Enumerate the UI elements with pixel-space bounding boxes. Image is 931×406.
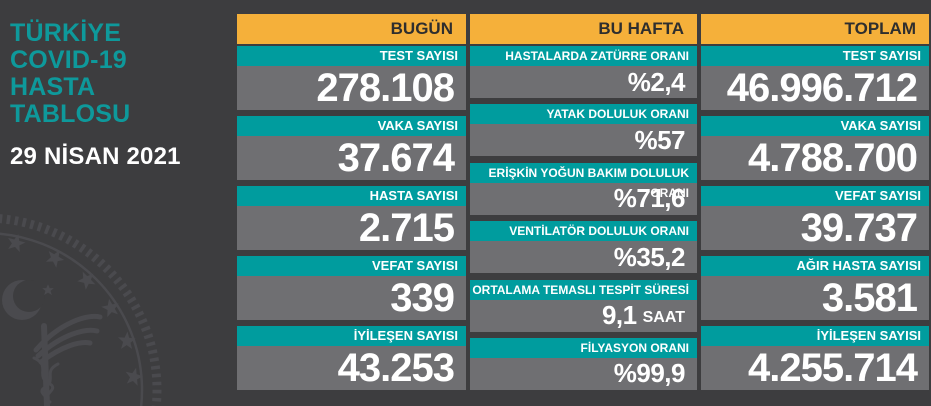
column-this-week: BU HAFTA HASTALARDA ZATÜRRE ORANI %2,4 Y…	[470, 14, 697, 390]
stat-value: 43.253	[237, 346, 466, 390]
stat-value: %57	[470, 124, 697, 157]
stat-card-death-today: VEFAT SAYISI 339	[237, 256, 466, 320]
stat-card-filiation-rate: FİLYASYON ORANI %99,9	[470, 337, 697, 390]
column-header-today: BUGÜN	[237, 14, 466, 44]
column-total: TOPLAM TEST SAYISI 46.996.712 VAKA SAYIS…	[701, 14, 929, 390]
stat-value: 39.737	[701, 206, 929, 250]
stat-card-test-total: TEST SAYISI 46.996.712	[701, 46, 929, 110]
stat-card-case-today: VAKA SAYISI 37.674	[237, 116, 466, 180]
stat-value: 339	[237, 276, 466, 320]
stat-label: FİLYASYON ORANI	[470, 337, 697, 358]
stat-label: ORTALAMA TEMASLI TESPİT SÜRESİ	[470, 279, 697, 300]
column-today: BUGÜN TEST SAYISI 278.108 VAKA SAYISI 37…	[237, 14, 466, 390]
stat-label: VAKA SAYISI	[237, 116, 466, 136]
stat-value-number: 9,1	[601, 300, 637, 331]
stat-label: VENTİLATÖR DOLULUK ORANI	[470, 221, 697, 242]
column-total-cards: TEST SAYISI 46.996.712 VAKA SAYISI 4.788…	[701, 46, 929, 390]
stat-value: 4.788.700	[701, 136, 929, 180]
stat-value: %71,6	[470, 182, 697, 215]
stat-card-recovered-today: İYİLEŞEN SAYISI 43.253	[237, 326, 466, 390]
stat-card-contact-tracing-time: ORTALAMA TEMASLI TESPİT SÜRESİ 9,1 SAAT	[470, 279, 697, 332]
stat-card-case-total: VAKA SAYISI 4.788.700	[701, 116, 929, 180]
stat-value: 9,1 SAAT	[470, 299, 697, 332]
page-title: TÜRKİYE COVID-19 HASTA TABLOSU	[10, 19, 131, 128]
column-header-this-week: BU HAFTA	[470, 14, 697, 44]
stat-label: VAKA SAYISI	[701, 116, 929, 136]
stat-value: 37.674	[237, 136, 466, 180]
ministry-of-health-emblem-icon	[0, 214, 162, 406]
stat-card-patient-today: HASTA SAYISI 2.715	[237, 186, 466, 250]
stat-value: %99,9	[470, 357, 697, 390]
report-date: 29 NİSAN 2021	[10, 143, 181, 170]
stat-value: 2.715	[237, 206, 466, 250]
stat-value-unit: SAAT	[642, 308, 685, 326]
stat-card-icu-occupancy: ERİŞKİN YOĞUN BAKIM DOLULUK ORANI %71,6	[470, 162, 697, 215]
stat-label: TEST SAYISI	[701, 46, 929, 66]
column-today-cards: TEST SAYISI 278.108 VAKA SAYISI 37.674 H…	[237, 46, 466, 390]
column-header-total: TOPLAM	[701, 14, 929, 44]
stat-card-severe-patient-total: AĞIR HASTA SAYISI 3.581	[701, 256, 929, 320]
stat-card-recovered-total: İYİLEŞEN SAYISI 4.255.714	[701, 326, 929, 390]
stat-label: AĞIR HASTA SAYISI	[701, 256, 929, 276]
stat-value: 4.255.714	[701, 346, 929, 390]
stat-value: 3.581	[701, 276, 929, 320]
stat-value: %35,2	[470, 241, 697, 274]
stat-label: İYİLEŞEN SAYISI	[701, 326, 929, 346]
stat-value: %2,4	[470, 66, 697, 98]
stat-card-death-total: VEFAT SAYISI 39.737	[701, 186, 929, 250]
stat-value: 278.108	[237, 66, 466, 110]
sidebar: TÜRKİYE COVID-19 HASTA TABLOSU 29 NİSAN …	[0, 0, 237, 406]
stat-label: HASTA SAYISI	[237, 186, 466, 206]
stat-label: TEST SAYISI	[237, 46, 466, 66]
stat-label: YATAK DOLULUK ORANI	[470, 104, 697, 125]
stat-value: 46.996.712	[701, 66, 929, 110]
stat-label: İYİLEŞEN SAYISI	[237, 326, 466, 346]
stat-label: VEFAT SAYISI	[237, 256, 466, 276]
stat-card-ventilator-occupancy: VENTİLATÖR DOLULUK ORANI %35,2	[470, 221, 697, 274]
stat-label: VEFAT SAYISI	[701, 186, 929, 206]
stat-label: ERİŞKİN YOĞUN BAKIM DOLULUK ORANI	[470, 162, 697, 200]
stat-label: HASTALARDA ZATÜRRE ORANI	[470, 46, 697, 66]
column-this-week-cards: HASTALARDA ZATÜRRE ORANI %2,4 YATAK DOLU…	[470, 46, 697, 390]
stat-card-test-today: TEST SAYISI 278.108	[237, 46, 466, 110]
stat-card-bed-occupancy: YATAK DOLULUK ORANI %57	[470, 104, 697, 157]
stat-card-pneumonia-rate: HASTALARDA ZATÜRRE ORANI %2,4	[470, 46, 697, 98]
